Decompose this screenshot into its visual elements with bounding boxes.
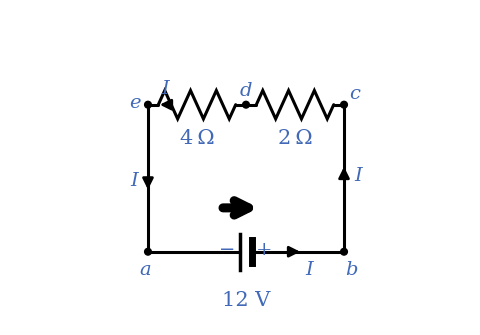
- Circle shape: [243, 101, 249, 108]
- Text: I: I: [306, 261, 313, 279]
- Text: 12 V: 12 V: [222, 291, 270, 310]
- Text: c: c: [349, 85, 360, 104]
- Text: d: d: [240, 81, 252, 99]
- Text: e: e: [129, 94, 141, 113]
- Text: 4 Ω: 4 Ω: [180, 129, 214, 148]
- Text: I: I: [161, 80, 168, 98]
- Text: 2 Ω: 2 Ω: [278, 129, 312, 148]
- Text: I: I: [354, 166, 362, 185]
- Text: −: −: [218, 242, 235, 259]
- Circle shape: [144, 248, 151, 255]
- Circle shape: [341, 248, 348, 255]
- Text: I: I: [130, 172, 138, 190]
- Text: a: a: [140, 261, 151, 279]
- Text: b: b: [346, 261, 358, 279]
- Circle shape: [144, 101, 151, 108]
- Circle shape: [341, 101, 348, 108]
- Text: +: +: [256, 242, 272, 259]
